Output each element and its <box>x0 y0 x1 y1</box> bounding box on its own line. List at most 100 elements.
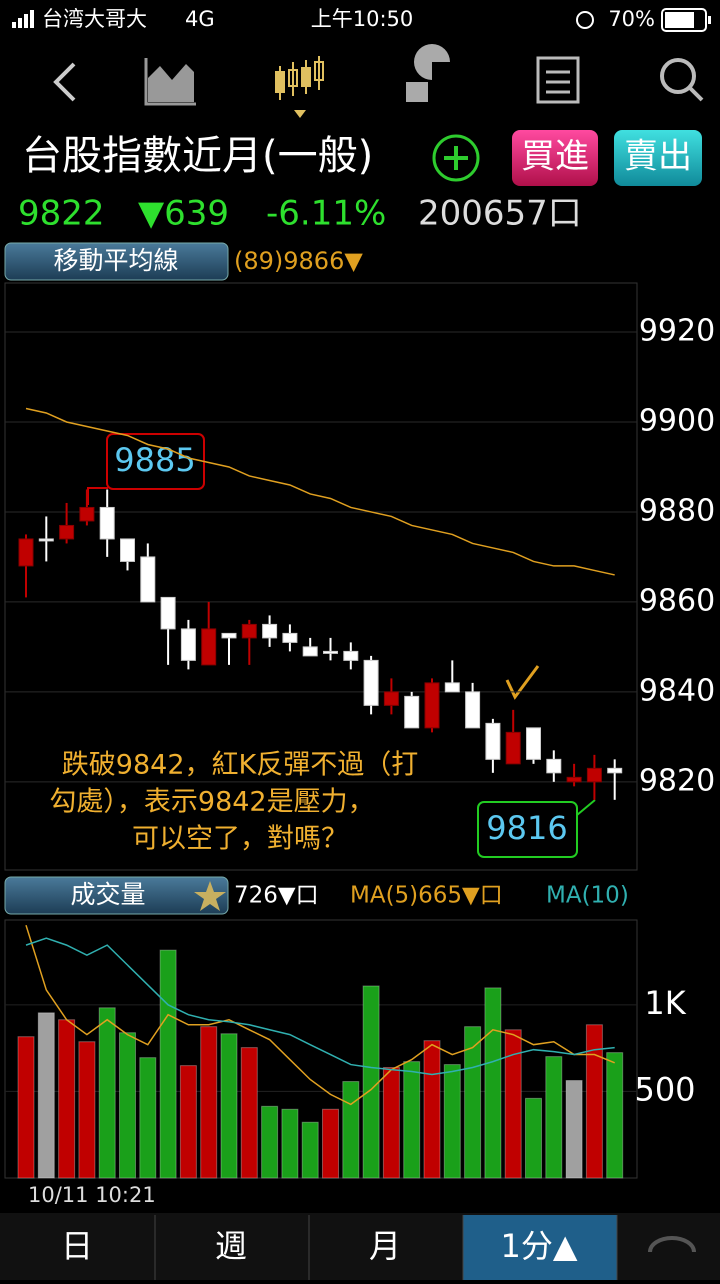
volume-bar <box>585 1024 603 1179</box>
candle-body <box>302 646 318 657</box>
refresh-icon[interactable] <box>648 1236 696 1253</box>
battery-icon <box>661 8 711 32</box>
y-tick-label: 9920 <box>639 314 715 349</box>
low-label: 9816 <box>486 809 567 847</box>
candle-body <box>160 596 176 630</box>
candle-body <box>201 628 217 666</box>
buy-button[interactable] <box>512 130 598 186</box>
volume-bar <box>362 985 380 1179</box>
tab-label[interactable]: 1分▲ <box>501 1227 578 1265</box>
price-change: ▼639 <box>138 194 229 234</box>
time-label: 10/11 10:21 <box>28 1183 156 1207</box>
volume-bar <box>220 1033 238 1179</box>
buy-label: 買進 <box>521 137 589 177</box>
price-plot-frame <box>4 282 638 871</box>
y-tick-label: 9820 <box>639 763 715 798</box>
volume-bar <box>179 1065 197 1179</box>
candle-body <box>444 682 460 693</box>
last-price: 9822 <box>18 194 105 234</box>
ma-line <box>25 407 615 576</box>
ma-button-label: 移動平均線 <box>53 246 178 275</box>
candle-body <box>18 538 34 567</box>
candle-body <box>180 628 196 661</box>
low-callout <box>477 799 596 858</box>
tab-label[interactable]: 月 <box>369 1227 401 1265</box>
candle-body <box>262 623 278 639</box>
volume-button-label: 成交量 <box>70 880 145 909</box>
carrier: 台湾大哥大 <box>42 7 147 31</box>
volume-bar <box>281 1108 299 1179</box>
volume-button[interactable] <box>4 876 229 915</box>
candle-body <box>383 691 399 706</box>
sell-button[interactable] <box>614 130 702 186</box>
volume-bar <box>139 1057 157 1179</box>
candle-body <box>505 731 521 765</box>
volume-ma5: MA(5)665▼口 <box>350 883 503 909</box>
volume-bar <box>484 987 502 1179</box>
back-button[interactable] <box>53 62 76 102</box>
volume-bar <box>403 1061 421 1179</box>
line-chart-icon[interactable] <box>144 58 196 106</box>
y-tick-label: 9880 <box>639 493 715 528</box>
comment-line: 可以空了，對嗎？ <box>132 824 348 855</box>
volume-last: 726▼口 <box>234 883 319 909</box>
clock: 上午10:50 <box>311 7 414 31</box>
candle-body <box>607 767 623 774</box>
ma-value: (89)9866▼ <box>234 247 363 275</box>
candle-body <box>120 538 135 562</box>
network: 4G <box>185 7 215 31</box>
candle-body <box>140 556 156 603</box>
candle-body <box>241 623 257 639</box>
volume-ma10: MA(10) <box>546 883 629 909</box>
candle-body <box>566 776 582 783</box>
tab-label[interactable]: 週 <box>215 1227 247 1265</box>
check-mark <box>505 665 540 700</box>
ma5-line <box>25 924 615 1106</box>
news-icon[interactable] <box>536 56 580 104</box>
ma-button[interactable] <box>4 242 229 281</box>
candle-body <box>404 695 420 729</box>
volume-bar <box>545 1056 563 1179</box>
candle-body <box>363 659 379 706</box>
candle-body <box>38 538 54 542</box>
add-button[interactable] <box>432 134 480 182</box>
comment-line: 跌破9842，紅K反彈不過（打 <box>62 750 418 781</box>
candle-body <box>99 506 115 540</box>
candle-body <box>526 727 541 760</box>
volume-bar <box>240 1047 258 1179</box>
y-tick-label: 9840 <box>639 673 715 708</box>
volume-bar <box>119 1032 136 1179</box>
volume-bar <box>464 1026 482 1179</box>
tab-label[interactable]: 日 <box>61 1227 93 1265</box>
candle-body <box>79 506 95 522</box>
active-tab <box>463 1215 617 1280</box>
volume-bar <box>565 1080 583 1179</box>
lock-icon <box>576 11 594 29</box>
star-icon[interactable] <box>194 881 226 911</box>
volume-bar <box>261 1105 279 1179</box>
volume-bar <box>322 1108 339 1179</box>
ma10-line <box>25 937 615 1076</box>
volume-bar <box>423 1040 441 1179</box>
volume-bar <box>525 1097 542 1179</box>
volume-bar <box>58 1019 76 1179</box>
pie-icon[interactable] <box>406 44 450 102</box>
volume-plot-frame <box>4 919 638 1179</box>
candle-icon[interactable] <box>275 56 324 118</box>
change-percent: -6.11% <box>266 194 386 234</box>
volume-bar <box>301 1121 319 1179</box>
search-icon[interactable] <box>660 58 704 102</box>
candle-body <box>546 758 562 774</box>
instrument-title: 台股指數近月(一般) <box>22 133 373 179</box>
candle-body <box>485 722 501 760</box>
y-tick-label: 9860 <box>639 583 715 618</box>
candle-body <box>221 632 237 639</box>
y-tick-label: 9900 <box>639 403 715 438</box>
volume-bar <box>606 1052 624 1179</box>
candle-body <box>59 524 75 540</box>
total-volume: 200657口 <box>418 194 582 234</box>
candle-body <box>586 767 602 783</box>
y-tick-label: 500 <box>634 1070 695 1108</box>
signal-icon <box>12 10 34 28</box>
